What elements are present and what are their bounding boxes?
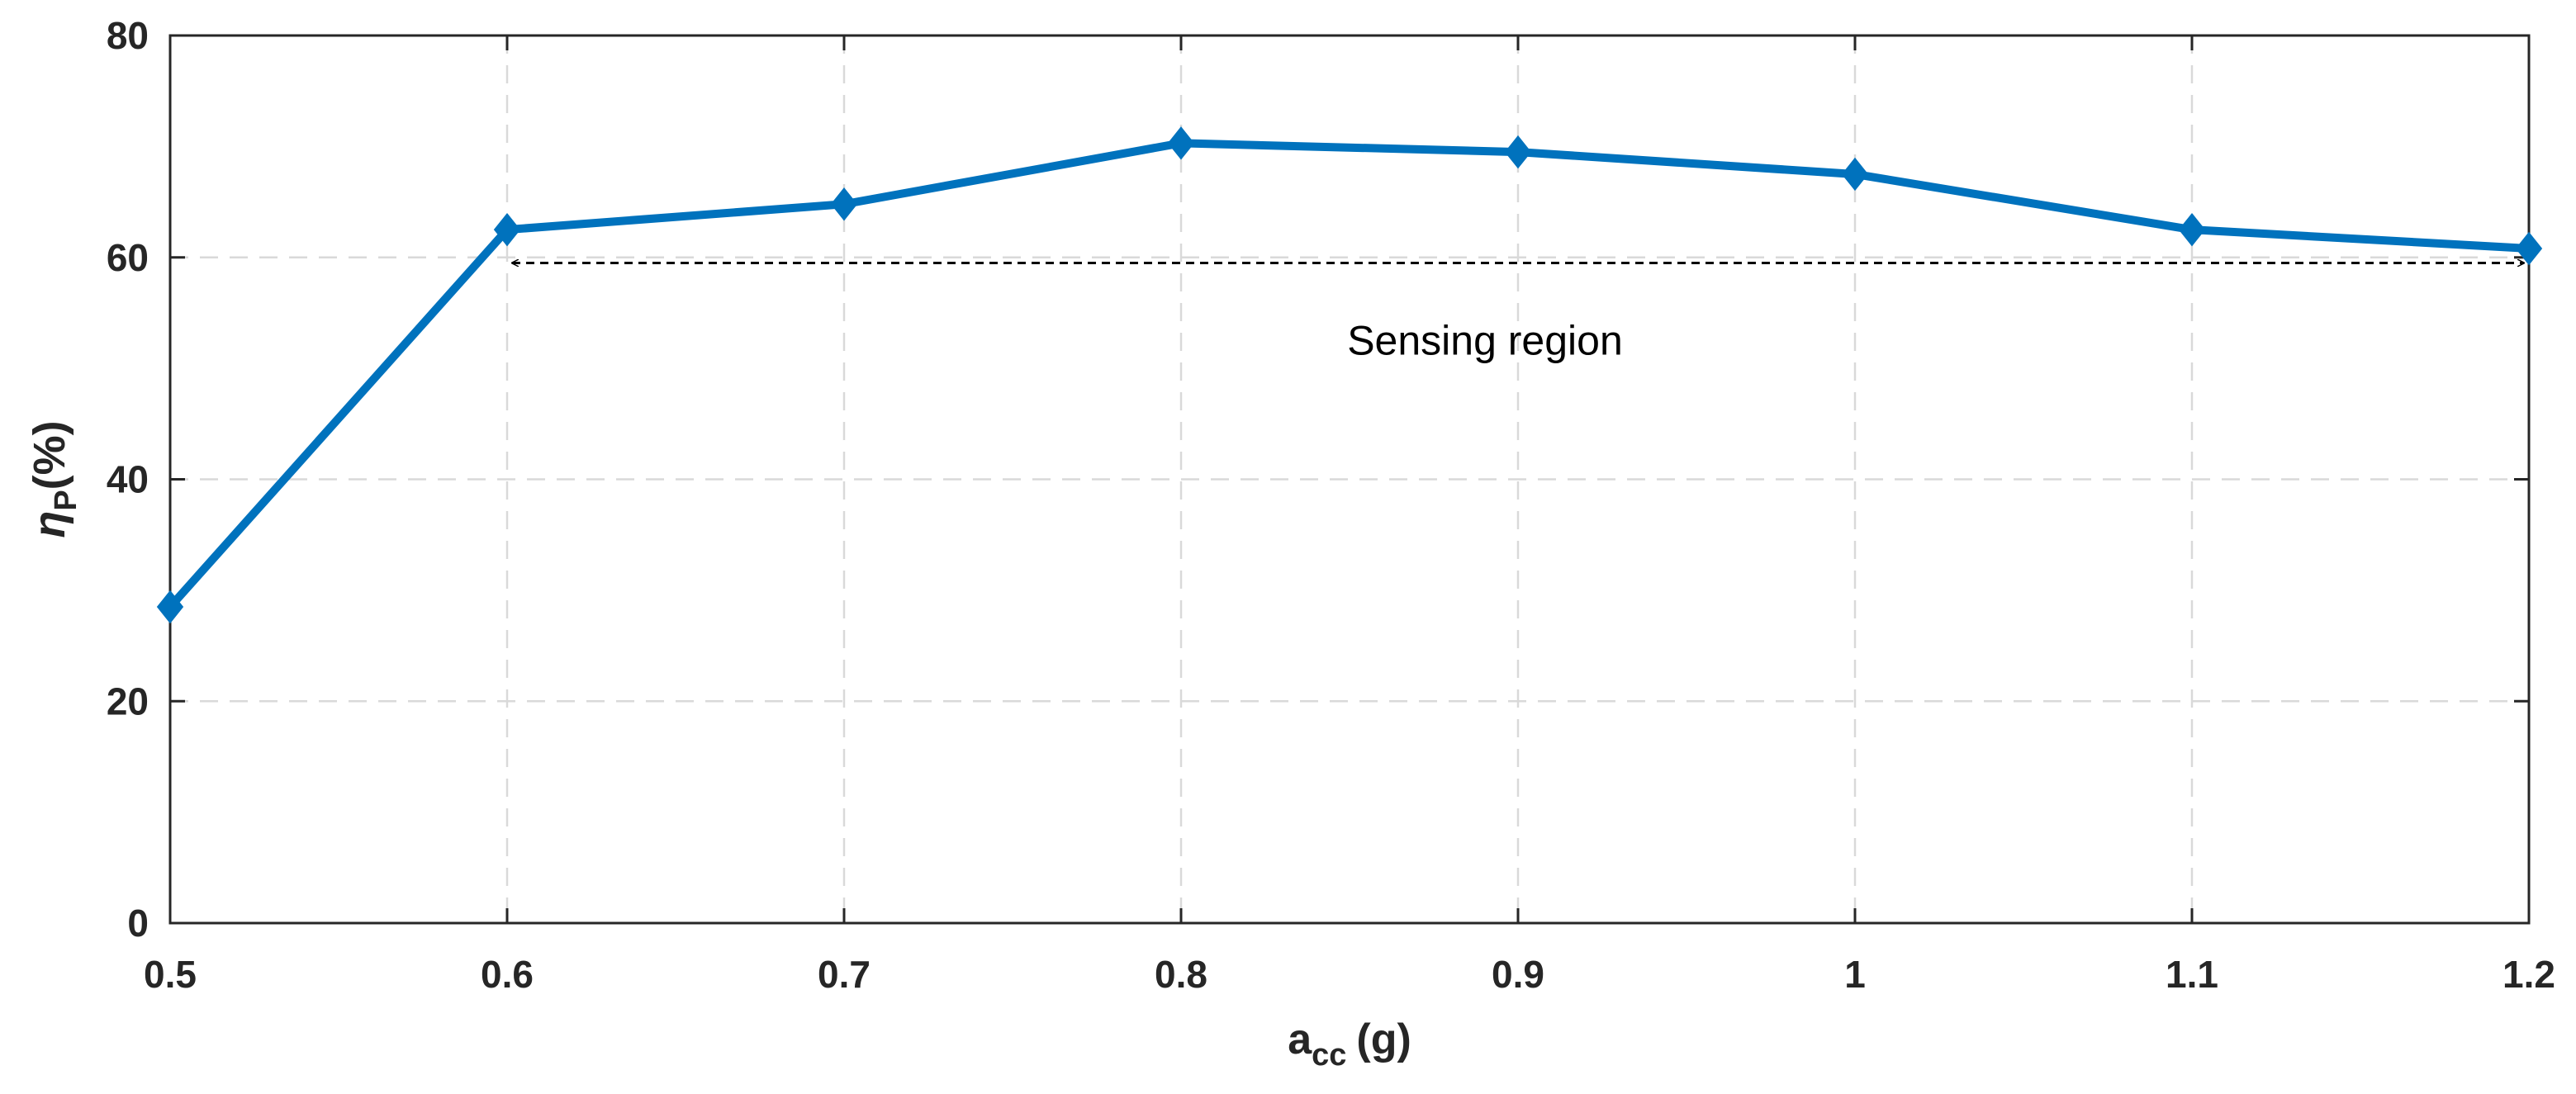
x-tick-label: 0.7 [818,953,871,996]
data-point-marker [156,590,184,624]
axes-layer [168,34,2531,925]
annotation-layer: Sensing region [512,263,2524,364]
x-axis-title-unit: (g) [1356,1016,1411,1063]
y-tick-label: 40 [107,458,149,501]
y-tick-label: 80 [107,14,149,57]
data-point-marker [1167,126,1195,160]
series-layer [156,126,2543,624]
x-tick-label: 0.9 [1492,953,1544,996]
y-axis-title-sub: P [49,490,83,510]
x-tick-label: 1.2 [2502,953,2555,996]
x-tick-label: 1.1 [2166,953,2218,996]
x-tick-label: 1 [1844,953,1866,996]
data-point-marker [1841,157,1869,192]
y-tick-label: 0 [127,902,149,945]
x-tick-label: 0.6 [481,953,534,996]
y-axis-title-unit: (%) [25,420,74,490]
data-point-marker [493,212,521,247]
x-tick-label: 0.8 [1155,953,1207,996]
data-point-marker [1504,135,1532,169]
x-axis-title: acc (g) [1288,1016,1411,1073]
data-point-marker [2178,212,2206,247]
tick-label-layer: 0.5 0.6 0.7 0.8 0.9 1 1.1 1.2 0 20 40 60 80 [107,14,2555,996]
data-point-marker [2515,231,2543,266]
axis-title-layer: acc (g) ηP(%) [25,420,1411,1073]
x-tick-label: 0.5 [144,953,197,996]
y-axis-title-main: η [25,511,74,538]
sensing-region-label: Sensing region [1347,318,1623,364]
y-tick-label: 60 [107,236,149,279]
y-axis-title: ηP(%) [25,420,83,538]
y-tick-label: 20 [107,680,149,722]
x-axis-title-main: a [1288,1016,1312,1063]
series-line [166,139,2533,612]
grid-layer [170,36,2529,923]
data-point-marker [830,187,858,221]
x-axis-title-sub: cc [1312,1038,1346,1073]
